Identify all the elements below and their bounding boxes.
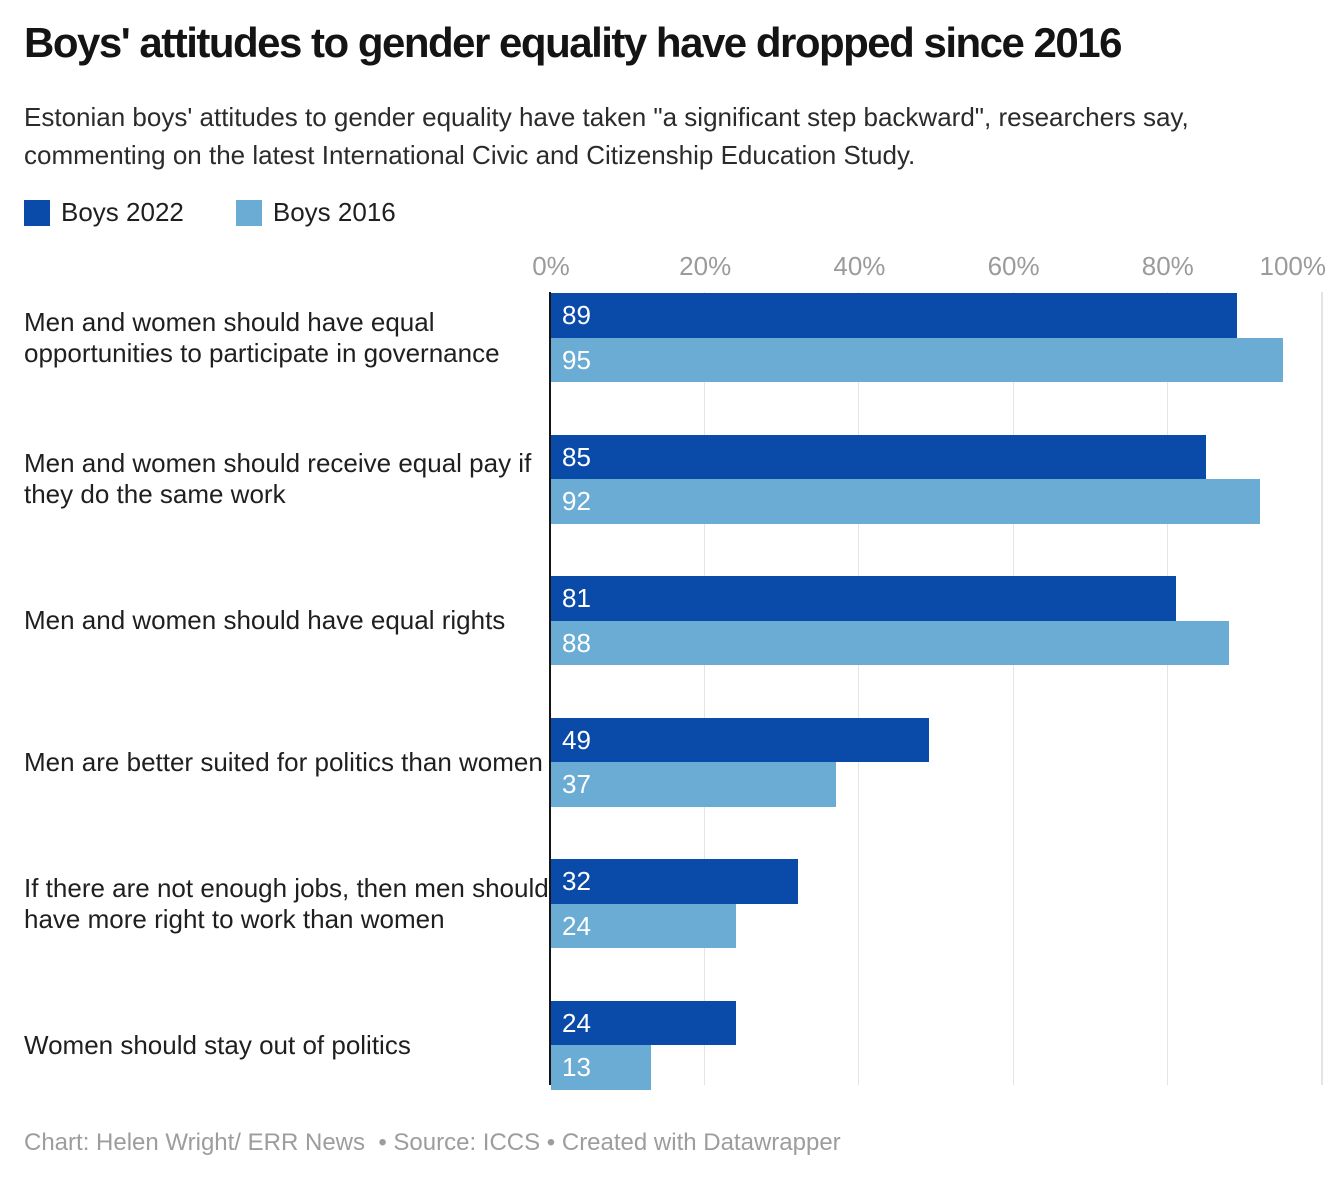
x-tick-100pct: 100% [1259,251,1327,281]
bar-boys-2016-row1: 95 [551,337,1284,382]
category-label: Men and women should receive equal pay i… [24,448,532,509]
bar-boys-2016-row3: 88 [551,620,1230,665]
bar-value-label: 24 [562,910,591,941]
legend-item-boys-2016: Boys 2016 [235,197,396,228]
category-label: Men are better suited for politics than … [24,746,543,777]
chart-subtitle: Estonian boys' attitudes to gender equal… [24,102,1189,170]
gridline-80pct [1166,292,1168,1085]
bar-boys-2022-row6: 24 [551,1000,737,1045]
bar-boys-2022-row5: 32 [551,859,798,904]
legend-swatch-icon [235,199,262,226]
bar-boys-2016-row4: 37 [551,762,837,807]
bar-value-label: 37 [562,769,591,799]
category-label: If there are not enough jobs, then men s… [24,872,549,934]
bar-boys-2016-row5: 24 [551,903,737,948]
bar-value-label: 89 [562,300,591,330]
bar-value-label: 32 [562,866,591,896]
gridline-100pct [1321,292,1323,1085]
legend-item-boys-2022: Boys 2022 [24,197,184,228]
bar-boys-2022-row2: 85 [551,434,1207,479]
bar-value-label: 24 [562,1007,591,1038]
category-label: Women should stay out of politics [24,1029,411,1060]
legend: Boys 2022 Boys 2016 [24,197,396,228]
bar-value-label: 49 [562,724,591,755]
bar-boys-2016-row6: 13 [551,1045,652,1090]
bar-boys-2022-row4: 49 [551,717,929,762]
x-tick-80pct: 80% [1141,251,1194,281]
footer-credits: Chart: Helen Wright/ ERR News • Source: … [24,1129,841,1156]
bar-value-label: 85 [562,441,591,472]
category-label: Men and women should have equal rights [24,605,506,635]
x-tick-40pct: 40% [833,251,886,281]
legend-swatch-icon [24,199,50,226]
legend-label: Boys 2022 [61,197,184,227]
gridline-60pct [1012,292,1014,1085]
bar-value-label: 95 [562,344,591,375]
footer: Chart: Helen Wright/ ERR News • Source: … [24,1129,841,1157]
bar-value-label: 13 [562,1052,591,1082]
bar-value-label: 88 [562,627,591,658]
y-axis-line [549,292,551,1085]
gridline-20pct [704,292,706,1085]
x-tick-60pct: 60% [987,251,1040,281]
category-label: Men and women should have equal opportun… [24,306,500,368]
bar-value-label: 92 [562,486,591,516]
bar-boys-2022-row3: 81 [551,576,1176,621]
x-tick-20pct: 20% [679,251,732,281]
chart-title: Boys' attitudes to gender equality have … [24,19,1122,66]
gridline-40pct [858,292,860,1085]
bar-boys-2016-row2: 92 [551,479,1261,524]
legend-label: Boys 2016 [272,197,396,227]
bar-value-label: 81 [562,583,591,613]
x-tick-0pct: 0% [532,251,570,281]
bar-boys-2022-row1: 89 [551,293,1238,338]
